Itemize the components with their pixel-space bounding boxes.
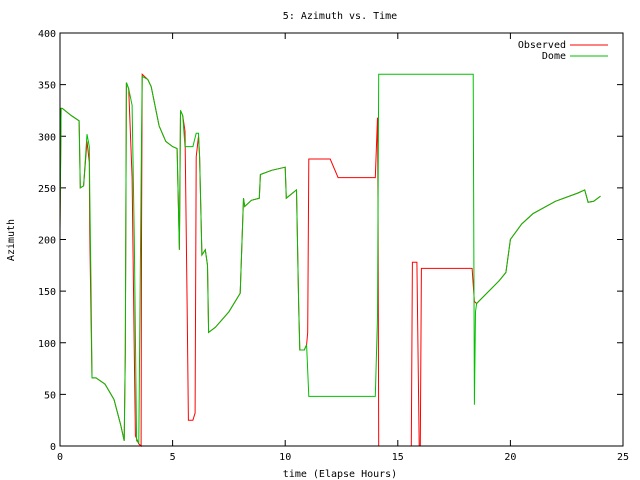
y-tick-label: 250 [38,184,56,195]
x-tick-label: 10 [279,452,291,463]
x-tick-label: 20 [504,452,516,463]
y-tick-label: 200 [38,236,56,247]
y-axis-label: Azimuth [6,219,17,261]
x-tick-label: 5 [170,452,176,463]
y-tick-label: 150 [38,287,56,298]
y-tick-label: 0 [50,442,56,453]
x-tick-label: 0 [57,452,63,463]
x-axis-label: time (Elapse Hours) [283,469,397,480]
x-tick-label: 15 [392,452,404,463]
y-tick-label: 50 [44,390,56,401]
chart-title: 5: Azimuth vs. Time [283,11,397,22]
series-line-dome [59,73,601,445]
y-tick-label: 350 [38,81,56,92]
legend-label-observed: Observed [518,40,566,51]
x-tick-label: 25 [617,452,629,463]
y-tick-label: 400 [38,29,56,40]
y-axis-ticks: 0 50 100 150 200 250 300 350 400 [38,29,623,453]
legend-label-dome: Dome [542,51,566,62]
y-tick-label: 300 [38,132,56,143]
plot-frame [59,32,624,447]
y-tick-label: 100 [38,339,56,350]
